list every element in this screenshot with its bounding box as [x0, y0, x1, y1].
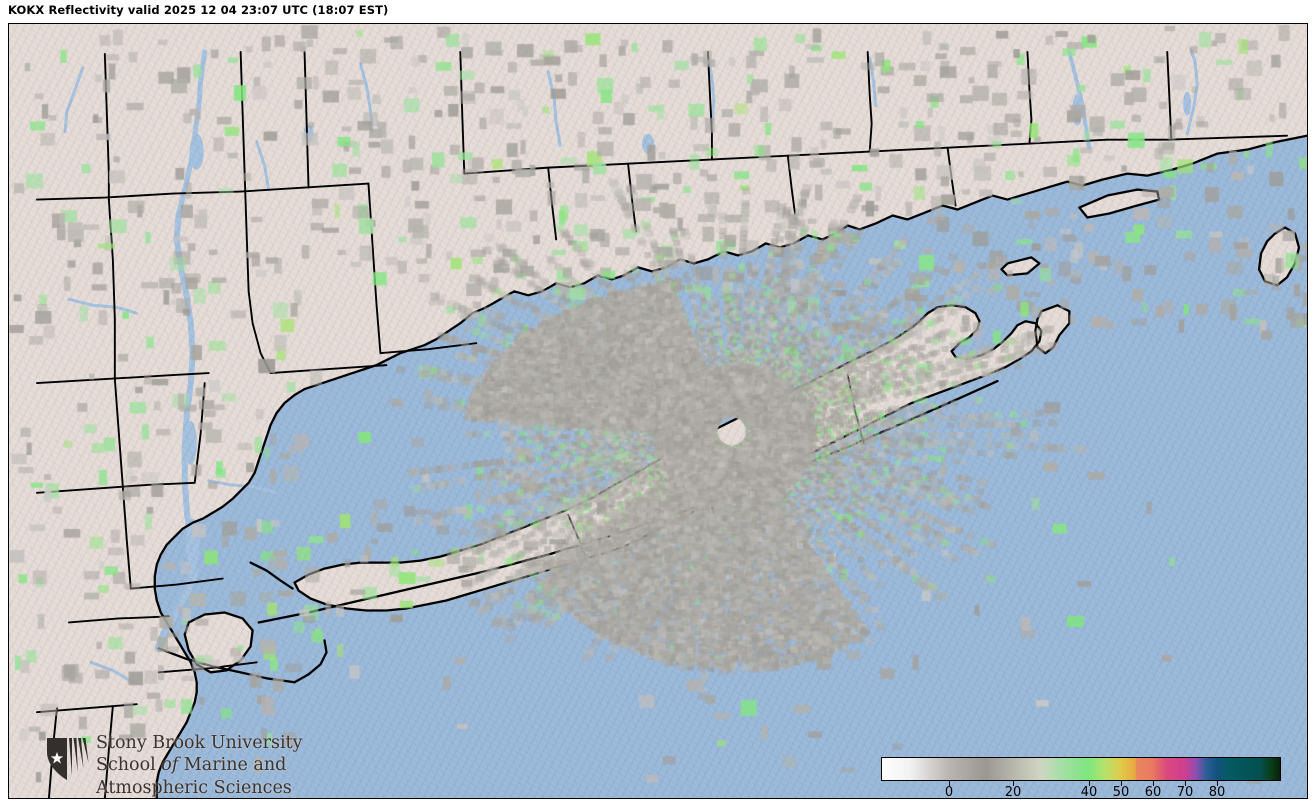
- colorbar-tick-labels: 0 20 40 50 60 70 80: [881, 785, 1281, 799]
- colorbar-tick-label: 40: [1080, 785, 1098, 799]
- colorbar-tick-label: 20: [1004, 785, 1022, 799]
- radar-echo-layer: [9, 24, 1307, 798]
- sbu-logo: Stony Brook University School of Marine …: [45, 732, 303, 798]
- colorbar-tick-label: 70: [1176, 785, 1194, 799]
- colorbar-tick: [1089, 781, 1091, 786]
- shield-icon: [45, 736, 89, 782]
- colorbar-tick-label: 80: [1208, 785, 1226, 799]
- logo-line-2: School of Marine and: [96, 754, 302, 776]
- logo-line-2-b: Marine and: [178, 755, 287, 776]
- logo-line-2-a: School: [96, 755, 162, 776]
- logo-line-2-italic: of: [161, 755, 179, 776]
- colorbar-gradient: [882, 758, 1280, 780]
- colorbar-tick-label: 50: [1112, 785, 1130, 799]
- logo-line-1: Stony Brook University: [96, 733, 303, 753]
- logo-line-3: Atmospheric Sciences: [96, 777, 292, 798]
- map-canvas[interactable]: Stony Brook University School of Marine …: [8, 23, 1308, 799]
- colorbar-bar[interactable]: [881, 757, 1281, 781]
- colorbar-tick: [1217, 781, 1219, 786]
- colorbar-tick: [1121, 781, 1123, 786]
- colorbar[interactable]: 0 20 40 50 60 70 80: [873, 755, 1285, 799]
- colorbar-tick: [1153, 781, 1155, 786]
- page-title: KOKX Reflectivity valid 2025 12 04 23:07…: [8, 3, 389, 17]
- colorbar-tick: [949, 781, 951, 786]
- colorbar-tick: [1013, 781, 1015, 786]
- colorbar-tick-label: 60: [1144, 785, 1162, 799]
- colorbar-ticks: [881, 781, 1281, 787]
- logo-text: Stony Brook University School of Marine …: [96, 732, 303, 798]
- colorbar-tick-label: 0: [944, 785, 954, 799]
- colorbar-tick: [1185, 781, 1187, 786]
